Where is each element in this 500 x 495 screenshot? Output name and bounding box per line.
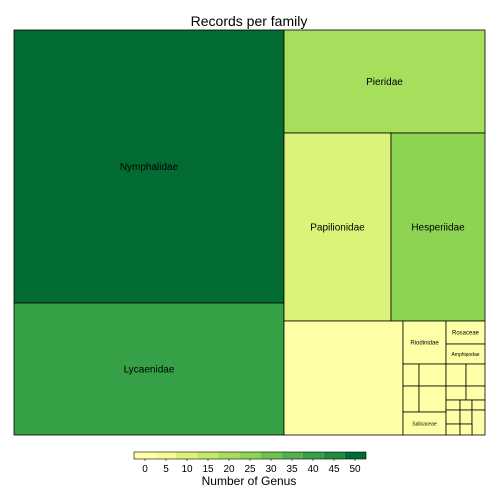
treemap-cell-cell-21 <box>445 409 461 425</box>
legend-title: Number of Genus <box>202 474 297 488</box>
treemap-cell-cell-18 <box>445 399 461 411</box>
legend-tick-label: 5 <box>163 464 169 475</box>
legend-tick-label: 20 <box>223 464 235 475</box>
treemap-cell-hesperiidae <box>390 132 486 322</box>
cell-label-lycaenidae: Lycaenidae <box>124 365 175 376</box>
legend-swatch <box>197 452 219 459</box>
treemap-cell-cell-15 <box>445 385 467 401</box>
legend-tick-label: 0 <box>142 464 148 475</box>
cell-label-salicaceae: Salicaceae <box>412 421 437 427</box>
legend-swatch <box>176 452 198 459</box>
cell-label-nymphalidae: Nymphalidae <box>120 162 179 173</box>
legend-swatch <box>344 452 366 459</box>
cell-label-rosaceae: Rosaceae <box>452 331 480 337</box>
cell-label-papilionidae: Papilionidae <box>310 223 365 234</box>
legend-swatch <box>281 452 303 459</box>
legend-tick-label: 40 <box>307 464 319 475</box>
treemap-cell-lycaenidae <box>13 302 285 436</box>
cell-label-riodinidae: Riodinidae <box>410 341 439 347</box>
treemap-cell-riodinidae <box>402 320 447 365</box>
legend-swatch <box>134 452 156 459</box>
treemap-cell-cell-23 <box>471 409 486 436</box>
treemap-cell-cell-9 <box>402 363 420 387</box>
legend-swatch <box>218 452 240 459</box>
legend-swatch <box>260 452 282 459</box>
legend-swatch <box>302 452 324 459</box>
legend-tick-label: 25 <box>244 464 256 475</box>
legend-tick-label: 50 <box>349 464 361 475</box>
legend-tick-label: 30 <box>265 464 277 475</box>
treemap-cell-cell-12 <box>465 363 486 387</box>
treemap-cells: Nymphalidae Lycaenidae Pieridae Papilionida… <box>13 29 486 436</box>
legend-tick-label: 35 <box>286 464 298 475</box>
treemap-cell-cell-22 <box>459 409 473 425</box>
legend-tick-label: 45 <box>328 464 340 475</box>
treemap-cell-cell-24 <box>445 423 461 436</box>
treemap-cell-cell-25 <box>459 423 473 436</box>
treemap-cell-cell-11 <box>445 363 467 387</box>
cell-label-pieridae: Pieridae <box>366 77 403 88</box>
chart-title: Records per family <box>191 13 308 29</box>
treemap-cell-papilionidae <box>283 132 392 322</box>
treemap-cell-nymphalidae <box>13 29 285 304</box>
treemap-cell-pieridae <box>283 29 486 134</box>
treemap-cell-cell-14 <box>418 385 447 413</box>
treemap-cell-cell-13 <box>402 385 420 413</box>
treemap-cell-cell-10 <box>418 363 447 387</box>
treemap-cell-cell-16 <box>465 385 486 401</box>
treemap-cell-cell-20 <box>471 399 486 411</box>
legend-swatch <box>239 452 261 459</box>
cell-label-amphipodae: Amphipodae <box>451 352 479 358</box>
color-legend: 0 5 10 15 20 25 30 35 40 45 50 <box>133 451 367 475</box>
legend-tick-label: 15 <box>202 464 214 475</box>
legend-tick-label: 10 <box>181 464 193 475</box>
treemap-cell-cell-5 <box>283 320 404 436</box>
legend-swatch <box>323 452 345 459</box>
legend-swatch <box>155 452 177 459</box>
treemap-cell-cell-19 <box>459 399 473 411</box>
cell-label-hesperiidae: Hesperiidae <box>411 223 465 234</box>
